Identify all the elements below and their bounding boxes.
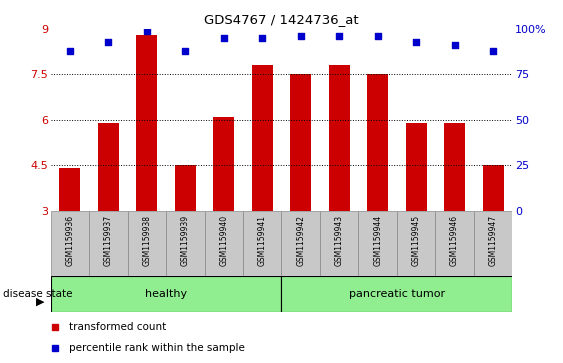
Point [65, 48, 74, 54]
Text: GSM1159936: GSM1159936 [65, 215, 74, 266]
Text: pancreatic tumor: pancreatic tumor [349, 289, 445, 299]
Bar [405, 123, 427, 211]
Bar [243, 211, 282, 276]
Bar [290, 74, 311, 211]
Bar [51, 211, 89, 276]
Bar [282, 276, 512, 312]
Text: GSM1159945: GSM1159945 [412, 215, 421, 266]
Point [489, 48, 498, 54]
Bar [204, 211, 243, 276]
Bar [282, 211, 320, 276]
Bar [329, 65, 350, 211]
Point [219, 35, 229, 41]
Bar [320, 211, 359, 276]
Text: GSM1159937: GSM1159937 [104, 215, 113, 266]
Point [450, 42, 459, 48]
Text: GSM1159947: GSM1159947 [489, 215, 498, 266]
Bar [435, 211, 474, 276]
Bar [128, 211, 166, 276]
Title: GDS4767 / 1424736_at: GDS4767 / 1424736_at [204, 13, 359, 26]
Bar [59, 168, 81, 211]
Point [373, 33, 382, 39]
Point [104, 39, 113, 45]
Point [296, 33, 305, 39]
Bar [397, 211, 435, 276]
Text: GSM1159946: GSM1159946 [450, 215, 459, 266]
Text: GSM1159944: GSM1159944 [373, 215, 382, 266]
Text: percentile rank within the sample: percentile rank within the sample [69, 343, 245, 354]
Bar [89, 211, 128, 276]
Text: healthy: healthy [145, 289, 187, 299]
Point [181, 48, 190, 54]
Text: GSM1159938: GSM1159938 [142, 215, 151, 266]
Text: GSM1159942: GSM1159942 [296, 215, 305, 266]
Bar [51, 276, 282, 312]
Bar [166, 211, 204, 276]
Bar [213, 117, 234, 211]
Bar [175, 165, 196, 211]
Bar [474, 211, 512, 276]
Bar [359, 211, 397, 276]
Text: disease state: disease state [3, 289, 72, 299]
Text: ▶: ▶ [36, 296, 45, 306]
Bar [444, 123, 465, 211]
Point [412, 39, 421, 45]
Text: GSM1159943: GSM1159943 [335, 215, 343, 266]
Point [334, 33, 343, 39]
Point [142, 28, 151, 34]
Text: GSM1159941: GSM1159941 [258, 215, 267, 266]
Point [258, 35, 267, 41]
Bar [252, 65, 273, 211]
Text: transformed count: transformed count [69, 322, 167, 332]
Bar [482, 165, 504, 211]
Bar [136, 35, 158, 211]
Bar [367, 74, 388, 211]
Bar [98, 123, 119, 211]
Text: GSM1159939: GSM1159939 [181, 215, 190, 266]
Text: GSM1159940: GSM1159940 [220, 215, 228, 266]
